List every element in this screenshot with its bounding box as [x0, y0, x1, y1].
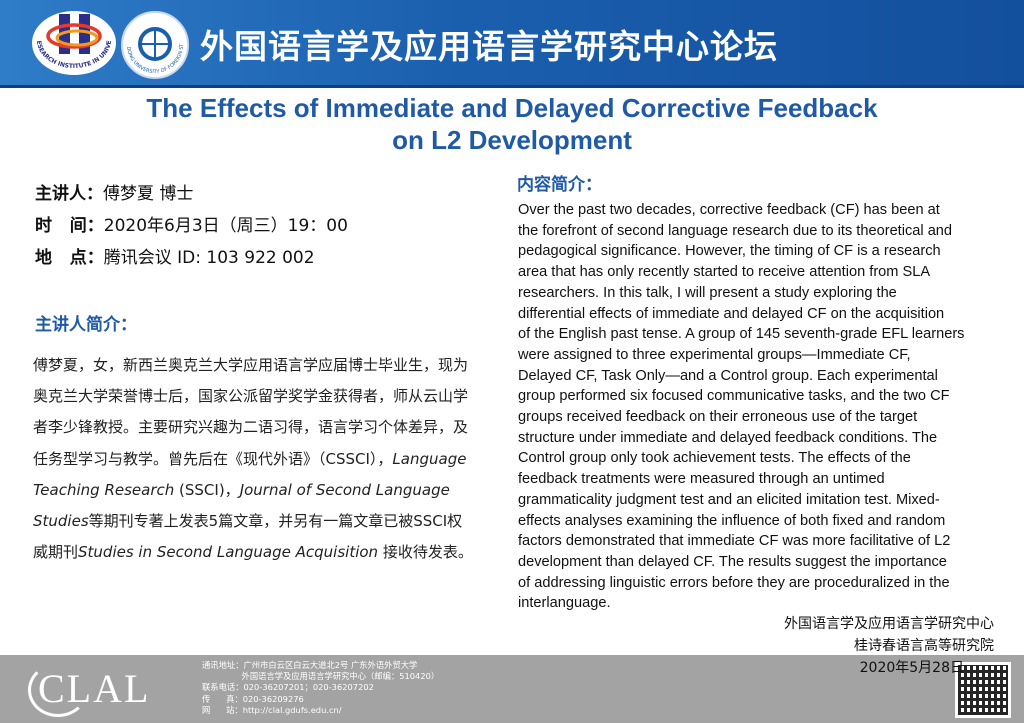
abstract-line: were assigned to three experimental grou… [518, 346, 911, 363]
label: 时 间： [35, 216, 104, 236]
abstract-line: group performed six focused communicativ… [518, 388, 950, 405]
journal-name: Studies in Second Language Acquisition [78, 543, 379, 562]
contact-line: 通讯地址：广州市白云区白云大道北2号 广东外语外贸大学 [202, 660, 418, 670]
abstract-line: feedback treatments were measured throug… [518, 471, 885, 488]
bio-text: 接收待发表。 [378, 543, 473, 562]
bio-text: (SSCI)， [174, 480, 240, 499]
time-row: 时 间：2020年6月3日（周三）19：00 [35, 210, 348, 242]
gdufs-logo: GUANGDONG UNIVERSITY OF FOREIGN STUDIES [121, 11, 189, 79]
contact-line: 外国语言学及应用语言学研究中心（邮编：510420） [202, 671, 440, 682]
org-name: 外国语言学及应用语言学研究中心 [784, 616, 994, 632]
contact-line[interactable]: 网 站：http://clal.gdufs.edu.cn/ [202, 704, 342, 715]
talk-title-line2: on L2 Development [392, 125, 632, 155]
label: 主讲人： [35, 184, 103, 204]
header-banner: KEY RESEARCH INSTITUTE IN UNIVERSITY GUA… [0, 0, 1024, 88]
abstract-line: groups received feedback on their errone… [518, 409, 918, 426]
abstract-line: pedagogical significance. However, the t… [518, 243, 941, 260]
key-research-institute-logo: KEY RESEARCH INSTITUTE IN UNIVERSITY [31, 10, 116, 75]
contact-line: 联系电话：020-36207201；020-36207202 [202, 682, 374, 693]
speaker-bio: 傅梦夏，女，新西兰奥克兰大学应用语言学应届博士毕业生，现为奥克兰大学荣誉博士后，… [33, 350, 473, 568]
talk-title: The Effects of Immediate and Delayed Cor… [0, 92, 1024, 156]
contact-info: 通讯地址：广州市白云区白云大道北2号 广东外语外贸大学 外国语言学及应用语言学研… [202, 660, 439, 716]
abstract-heading: 内容简介： [517, 175, 602, 195]
clal-logo-swoosh [28, 663, 88, 717]
value: 2020年6月3日（周三）19：00 [103, 216, 348, 236]
talk-title-line1: The Effects of Immediate and Delayed Cor… [146, 93, 878, 123]
bio-text: 傅梦夏，女，新西兰奥克兰大学应用语言学应届博士毕业生，现为奥克兰大学荣誉博士后，… [33, 356, 469, 468]
bio-text: 等期刊专著上发表5篇文章，并另有一篇文章已被SSCI权威期刊 [33, 512, 463, 562]
footer: CLAL 通讯地址：广州市白云区白云大道北2号 广东外语外贸大学 外国语言学及应… [0, 655, 1024, 723]
signature: 外国语言学及应用语言学研究中心 桂诗春语言高等研究院 2020年5月28日 [784, 613, 994, 679]
value: 傅梦夏 博士 [103, 184, 194, 204]
abstract-line: Control group only took achievement test… [518, 450, 911, 467]
abstract-line: of the English past tense. A group of 14… [518, 326, 965, 343]
speaker-row: 主讲人：傅梦夏 博士 [35, 178, 348, 210]
clal-logo: CLAL [38, 666, 151, 711]
abstract-line: grammaticality judgment test and an elic… [518, 491, 940, 508]
qr-code [955, 662, 1011, 718]
journal-name: Language Teaching Research [33, 449, 467, 499]
institute-name: 桂诗春语言高等研究院 [854, 638, 994, 654]
contact-line: 传 真：020-36209276 [202, 693, 304, 704]
abstract-line: differential effects of immediate and de… [518, 305, 945, 322]
abstract-line: development than delayed CF. The results… [518, 553, 947, 570]
forum-title: 外国语言学及应用语言学研究中心论坛 [200, 27, 778, 66]
abstract-line: of addressing linguistic errors before t… [518, 574, 950, 591]
abstract-line: the forefront of second language researc… [518, 222, 953, 239]
abstract-line: structure under immediate and delayed fe… [518, 429, 938, 446]
location-row: 地 点：腾讯会议 ID: 103 922 002 [35, 242, 348, 274]
journal-name: Journal of Second Language Studies [33, 480, 450, 531]
event-info: 主讲人：傅梦夏 博士 时 间：2020年6月3日（周三）19：00 地 点：腾讯… [35, 178, 348, 274]
abstract-line: researchers. In this talk, I will presen… [518, 284, 897, 301]
speaker-bio-heading: 主讲人简介： [35, 315, 137, 335]
abstract-line: interlanguage. [518, 595, 611, 612]
abstract-line: factors demonstrated that immediate CF w… [518, 533, 951, 550]
abstract-line: Over the past two decades, corrective fe… [518, 202, 940, 218]
date: 2020年5月28日 [859, 660, 964, 676]
label: 地 点： [35, 248, 104, 268]
abstract-line: area that has only recently started to r… [518, 264, 931, 281]
abstract-line: Delayed CF, Task Only—and a Control grou… [518, 367, 938, 384]
value: 腾讯会议 ID: 103 922 002 [103, 248, 315, 268]
abstract-line: effects analyses examining the influence… [518, 512, 946, 529]
abstract: Over the past two decades, corrective fe… [518, 200, 998, 614]
